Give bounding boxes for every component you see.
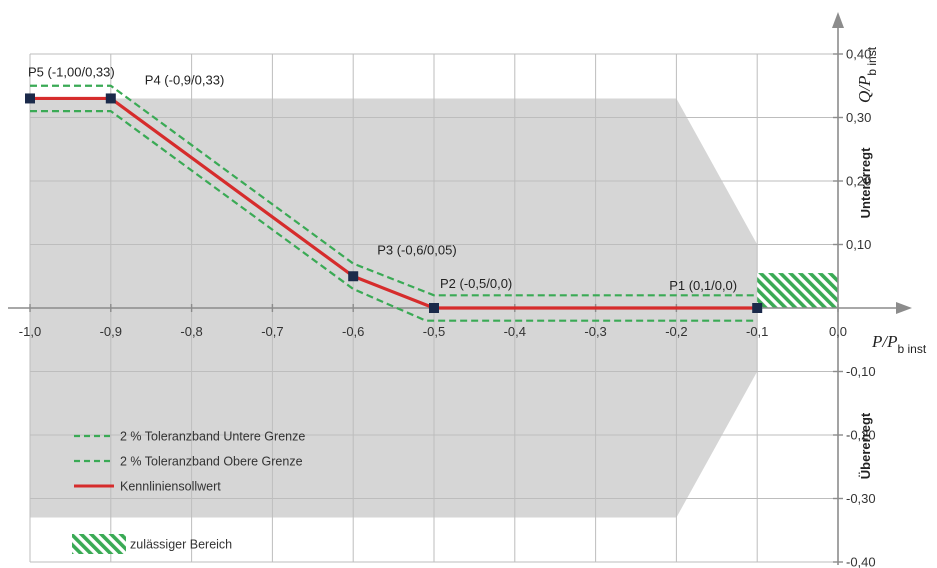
x-tick-label-8: -0,2: [665, 324, 687, 339]
y-tick-label-4: -0,10: [846, 364, 876, 379]
y-tick-label-5: -0,20: [846, 428, 876, 443]
y-axis-arrow: [832, 12, 844, 28]
point-marker-p5: [25, 93, 35, 104]
legend-label-upper: 2 % Toleranzband Obere Grenze: [120, 455, 303, 469]
y-tick-label-0: 0,40: [846, 47, 871, 62]
point-label-p4: P4 (-0,9/0,33): [145, 72, 225, 87]
y-tick-label-6: -0,30: [846, 491, 876, 506]
legend-label-permitted: zulässiger Bereich: [130, 538, 232, 552]
x-tick-label-2: -0,8: [180, 324, 202, 339]
x-tick-label-1: -0,9: [100, 324, 122, 339]
point-marker-p4: [105, 93, 116, 104]
x-tick-label-6: -0,4: [504, 324, 526, 339]
legend-swatch-permitted: [72, 534, 126, 554]
legend-label-setpoint: Kennliniensollwert: [120, 480, 221, 494]
x-axis-arrow: [896, 302, 912, 314]
point-labels: P1 (0,1/0,0) P2 (-0,5/0,0) P3 (-0,6/0,05) P…: [28, 64, 737, 293]
x-tick-label-4: -0,6: [342, 324, 364, 339]
point-label-p5: P5 (-1,00/0,33): [28, 64, 115, 79]
x-tick-label-0: -1,0: [19, 324, 41, 339]
point-marker-p3: [348, 271, 359, 282]
legend: 2 % Toleranzband Untere Grenze 2 % Toler…: [72, 430, 305, 554]
x-tick-label-7: -0,3: [584, 324, 606, 339]
permitted-region-hatch: [757, 273, 838, 308]
y-axis-title: Q/Pb inst: [855, 46, 879, 103]
point-label-p2: P2 (-0,5/0,0): [440, 276, 512, 291]
y-tick-label-1: 0,30: [846, 110, 871, 125]
side-label-lower: Übererregt: [858, 412, 873, 479]
side-label-upper: Untererregt: [858, 147, 873, 218]
x-tick-labels: -1,0 -0,9 -0,8 -0,7 -0,6 -0,5 -0,4 -0,3 -0,2 -0,1…: [19, 324, 847, 339]
x-tick-label-9: -0,1: [746, 324, 768, 339]
legend-label-lower: 2 % Toleranzband Untere Grenze: [120, 430, 305, 444]
point-marker-p2: [429, 303, 439, 313]
y-tick-label-2: 0,20: [846, 174, 871, 189]
point-marker-p1: [752, 303, 763, 313]
y-tick-label-7: -0,40: [846, 555, 876, 568]
point-label-p3: P3 (-0,6/0,05): [377, 242, 457, 257]
series-line-1: [30, 84, 758, 297]
svg-text:Q/Pb inst: Q/Pb inst: [855, 46, 879, 103]
x-tick-label-3: -0,7: [261, 324, 283, 339]
x-tick-label-5: -0,5: [423, 324, 445, 339]
x-tick-label-10: 0,0: [829, 324, 847, 339]
x-axis-title: P/Pb inst: [871, 332, 927, 356]
point-markers: [25, 93, 763, 313]
point-label-p1: P1 (0,1/0,0): [669, 278, 737, 293]
permitted-region: [757, 273, 838, 308]
y-tick-labels: 0,40 0,30 0,20 0,10 -0,10 -0,20 -0,30 -0,40: [846, 47, 876, 568]
y-tick-label-3: 0,10: [846, 237, 871, 252]
